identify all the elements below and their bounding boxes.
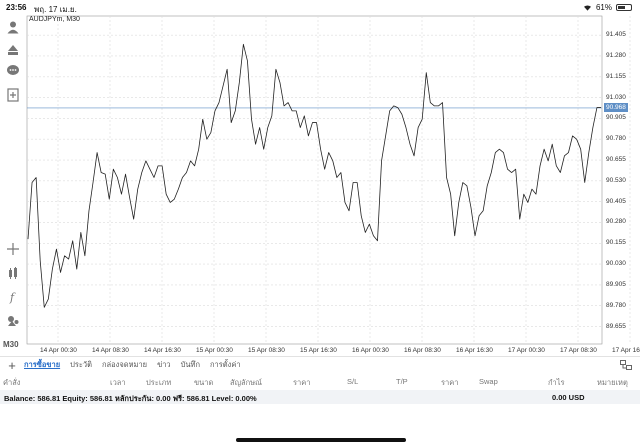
total-profit: 0.00 USD xyxy=(552,393,585,402)
y-tick-label-12: 89.905 xyxy=(606,280,626,288)
battery-icon xyxy=(616,4,632,11)
column-header-1[interactable]: เวลา xyxy=(110,378,126,387)
account-icon[interactable] xyxy=(4,18,22,36)
trade-icon[interactable] xyxy=(4,40,22,58)
chart-frame xyxy=(26,15,603,345)
column-header-5[interactable]: ราคา xyxy=(293,378,311,387)
indicators-icon[interactable] xyxy=(4,264,22,282)
x-tick-label-10: 17 Apr 08:30 xyxy=(560,347,597,354)
add-chart-icon[interactable] xyxy=(4,86,22,104)
status-right: 61% xyxy=(583,3,632,12)
column-header-11[interactable]: หมายเหตุ xyxy=(597,378,628,387)
trade-columns-header: คำสั่ง เวลา ประเภท ขนาด สัญลักษณ์ ราคา S/L T/P ร… xyxy=(0,374,640,388)
column-header-0[interactable]: คำสั่ง xyxy=(3,378,21,387)
x-tick-label-2: 14 Apr 16:30 xyxy=(144,347,181,354)
x-tick-label-3: 15 Apr 00:30 xyxy=(196,347,233,354)
column-header-7[interactable]: T/P xyxy=(396,377,408,386)
battery-percent: 61% xyxy=(595,3,612,12)
balance-summary: Balance: 586.81 Equity: 586.81 หลักประกั… xyxy=(4,394,257,403)
status-time: 23:56 xyxy=(6,3,27,12)
y-tick-label-8: 90.405 xyxy=(606,197,626,205)
tab-2[interactable]: กล่องจดหมาย xyxy=(102,360,148,369)
y-tick-label-7: 90.530 xyxy=(606,176,626,184)
y-tick-label-11: 90.030 xyxy=(606,260,626,268)
y-tick-label-9: 90.280 xyxy=(606,218,626,226)
bottom-tabs: + การซื้อขาย ประวัติ กล่องจดหมาย ข่าว บันทึก… xyxy=(0,356,640,373)
y-tick-label-10: 90.155 xyxy=(606,239,626,247)
chart-symbol-label: AUDJPYm, M30 xyxy=(29,16,80,23)
price-series-line-0 xyxy=(27,43,601,308)
y-tick-label-5: 90.780 xyxy=(606,135,626,143)
price-chart[interactable]: AUDJPYm, M30 91.405 91.280 91.155 91.030 90.… xyxy=(25,14,640,356)
x-tick-label-4: 15 Apr 08:30 xyxy=(248,347,285,354)
y-tick-label-2: 91.155 xyxy=(606,72,626,80)
tab-1[interactable]: ประวัติ xyxy=(70,360,93,369)
tab-5[interactable]: การตั้งค่า xyxy=(210,360,241,369)
svg-text:f: f xyxy=(9,291,16,304)
column-header-10[interactable]: กำไร xyxy=(548,378,565,387)
x-tick-label-6: 16 Apr 00:30 xyxy=(352,347,389,354)
column-header-2[interactable]: ประเภท xyxy=(146,378,172,387)
objects-icon[interactable] xyxy=(4,312,22,330)
layout-icon[interactable] xyxy=(620,360,632,370)
tabs-list: การซื้อขาย ประวัติ กล่องจดหมาย ข่าว บันทึก กา… xyxy=(24,359,251,371)
column-header-3[interactable]: ขนาด xyxy=(194,378,214,387)
x-tick-label-9: 17 Apr 00:30 xyxy=(508,347,545,354)
add-tab-button[interactable]: + xyxy=(8,357,16,373)
y-tick-label-4: 90.905 xyxy=(606,114,626,122)
x-tick-label-0: 14 Apr 00:30 xyxy=(40,347,77,354)
status-bar: 23:56 พฤ. 17 เม.ย. 61% xyxy=(0,0,640,14)
chart-canvas[interactable] xyxy=(25,14,640,356)
y-tick-label-14: 89.655 xyxy=(606,322,626,330)
status-date: พฤ. 17 เม.ย. xyxy=(34,5,77,14)
y-tick-label-1: 91.280 xyxy=(606,51,626,59)
home-indicator[interactable] xyxy=(236,438,406,442)
column-header-8[interactable]: ราคา xyxy=(441,378,459,387)
x-tick-label-7: 16 Apr 08:30 xyxy=(404,347,441,354)
function-icon[interactable]: f xyxy=(4,288,22,306)
timeframe-label[interactable]: M30 xyxy=(3,340,19,349)
column-header-4[interactable]: สัญลักษณ์ xyxy=(230,378,263,387)
wifi-icon xyxy=(583,5,591,11)
x-tick-label-5: 15 Apr 16:30 xyxy=(300,347,337,354)
y-tick-label-3: 91.030 xyxy=(606,93,626,101)
left-toolbar: f M30 xyxy=(0,14,25,354)
x-tick-label-1: 14 Apr 08:30 xyxy=(92,347,129,354)
balance-bar: Balance: 586.81 Equity: 586.81 หลักประกั… xyxy=(0,390,640,404)
tab-4[interactable]: บันทึก xyxy=(180,360,201,369)
crosshair-icon[interactable] xyxy=(4,240,22,258)
y-tick-label-6: 90.655 xyxy=(606,156,626,164)
column-header-9[interactable]: Swap xyxy=(479,377,498,386)
x-tick-label-11: 17 Apr 16:30 xyxy=(612,347,640,354)
tab-3[interactable]: ข่าว xyxy=(157,360,171,369)
y-tick-label-0: 91.405 xyxy=(606,31,626,39)
chat-icon[interactable] xyxy=(4,62,22,80)
tab-0[interactable]: การซื้อขาย xyxy=(24,360,61,369)
column-header-6[interactable]: S/L xyxy=(347,377,359,386)
x-tick-label-8: 16 Apr 16:30 xyxy=(456,347,493,354)
y-tick-label-13: 89.780 xyxy=(606,301,626,309)
current-price-tag: 90.968 xyxy=(604,103,628,113)
